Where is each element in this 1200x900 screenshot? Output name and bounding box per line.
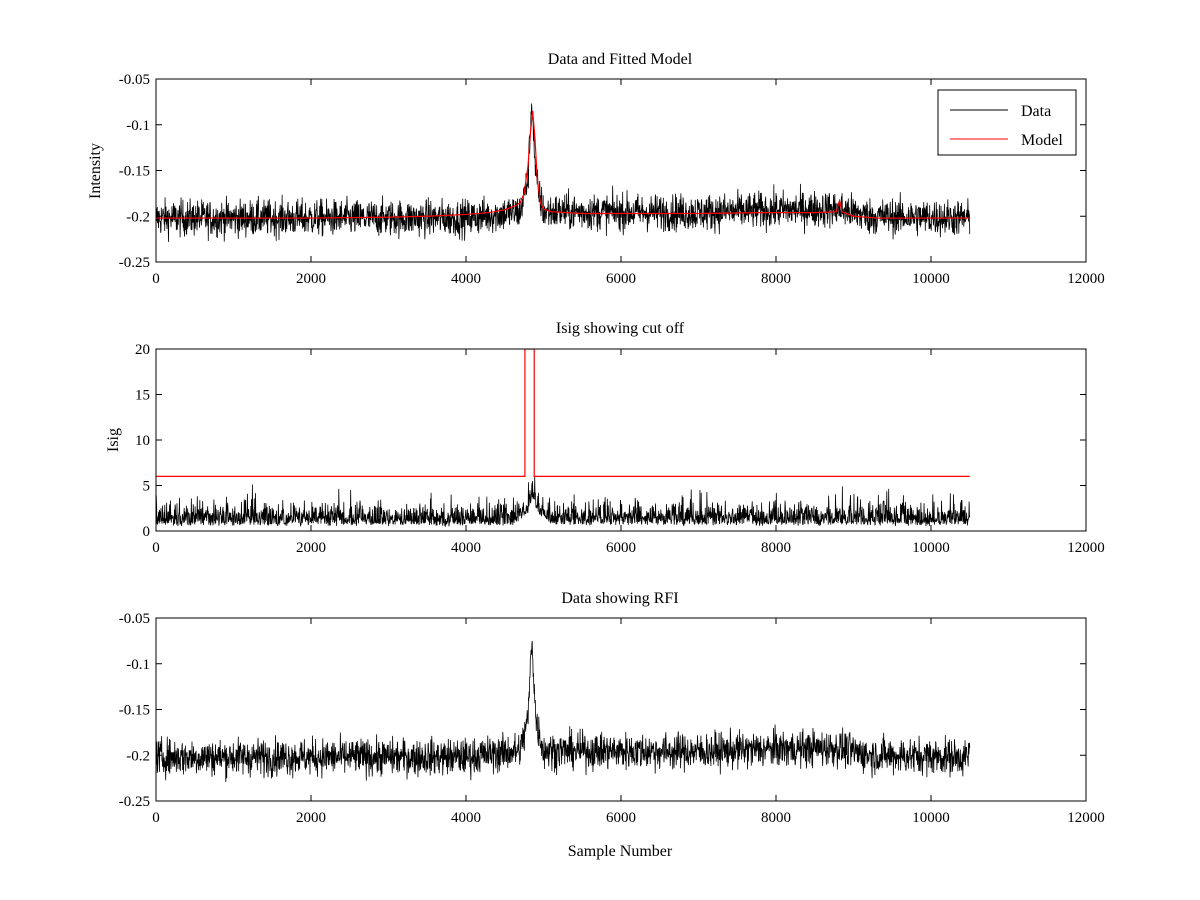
x-tick-label: 0	[152, 810, 160, 826]
y-tick-label: -0.2	[126, 748, 150, 764]
y-tick-label: -0.25	[119, 794, 150, 810]
y-tick-label: -0.15	[119, 164, 150, 180]
series-0-line	[156, 475, 971, 528]
x-tick-label: 0	[152, 540, 160, 556]
x-tick-label: 2000	[296, 540, 326, 556]
chart-title: Isig showing cut off	[556, 320, 685, 337]
x-tick-label: 10000	[912, 271, 950, 287]
y-tick-label: 20	[135, 342, 150, 358]
legend-box	[937, 89, 1077, 156]
x-tick-label: 12000	[1067, 271, 1105, 287]
x-tick-label: 4000	[451, 810, 481, 826]
y-tick-label: -0.2	[126, 209, 150, 225]
y-tick-label: -0.25	[119, 255, 150, 271]
x-tick-label: 0	[152, 271, 160, 287]
x-tick-label: 6000	[606, 810, 636, 826]
y-tick-label: 5	[143, 479, 151, 495]
chart-title: Data and Fitted Model	[548, 51, 693, 68]
y-tick-label: 0	[143, 524, 151, 540]
x-tick-label: 2000	[296, 271, 326, 287]
plot-area	[156, 349, 971, 528]
x-tick-label: 10000	[912, 810, 950, 826]
y-tick-label: -0.15	[119, 703, 150, 719]
y-tick-label: -0.05	[119, 72, 150, 88]
panel-data-and-fitted-model: Data and Fitted Model Intensity 0 2000 400…	[87, 51, 1105, 287]
plot-area	[156, 103, 971, 242]
legend: Data Model	[937, 89, 1077, 156]
panel-isig-showing-cut-off: Isig showing cut off Isig 0 2000 4000 6000 8…	[105, 320, 1105, 556]
y-tick-label: -0.05	[119, 611, 150, 627]
y-tick-label: 10	[135, 433, 150, 449]
x-tick-label: 6000	[606, 540, 636, 556]
plot-area	[156, 640, 971, 783]
y-tick-label: 15	[135, 388, 150, 404]
x-tick-label: 4000	[451, 540, 481, 556]
series-1-line	[156, 349, 970, 477]
series-model-line	[156, 110, 970, 219]
x-tick-label: 8000	[761, 810, 791, 826]
x-tick-label: 6000	[606, 271, 636, 287]
x-tick-label: 2000	[296, 810, 326, 826]
y-axis-label: Isig	[105, 428, 122, 452]
y-axis-label: Intensity	[87, 143, 104, 199]
x-tick-label: 12000	[1067, 810, 1105, 826]
y-tick-label: -0.1	[126, 118, 150, 134]
x-tick-label: 8000	[761, 540, 791, 556]
x-tick-label: 8000	[761, 271, 791, 287]
chart-title: Data showing RFI	[561, 590, 678, 607]
series-0-line	[156, 640, 971, 783]
x-axis-label: Sample Number	[568, 843, 673, 860]
x-tick-label: 10000	[912, 540, 950, 556]
legend-entry-model: Model	[1021, 132, 1063, 149]
x-tick-label: 4000	[451, 271, 481, 287]
x-tick-label: 12000	[1067, 540, 1105, 556]
panel-data-showing-rfi: Data showing RFI Sample Number 0 2000 4000…	[119, 590, 1105, 860]
legend-entry-data: Data	[1021, 103, 1051, 120]
y-tick-label: -0.1	[126, 657, 150, 673]
